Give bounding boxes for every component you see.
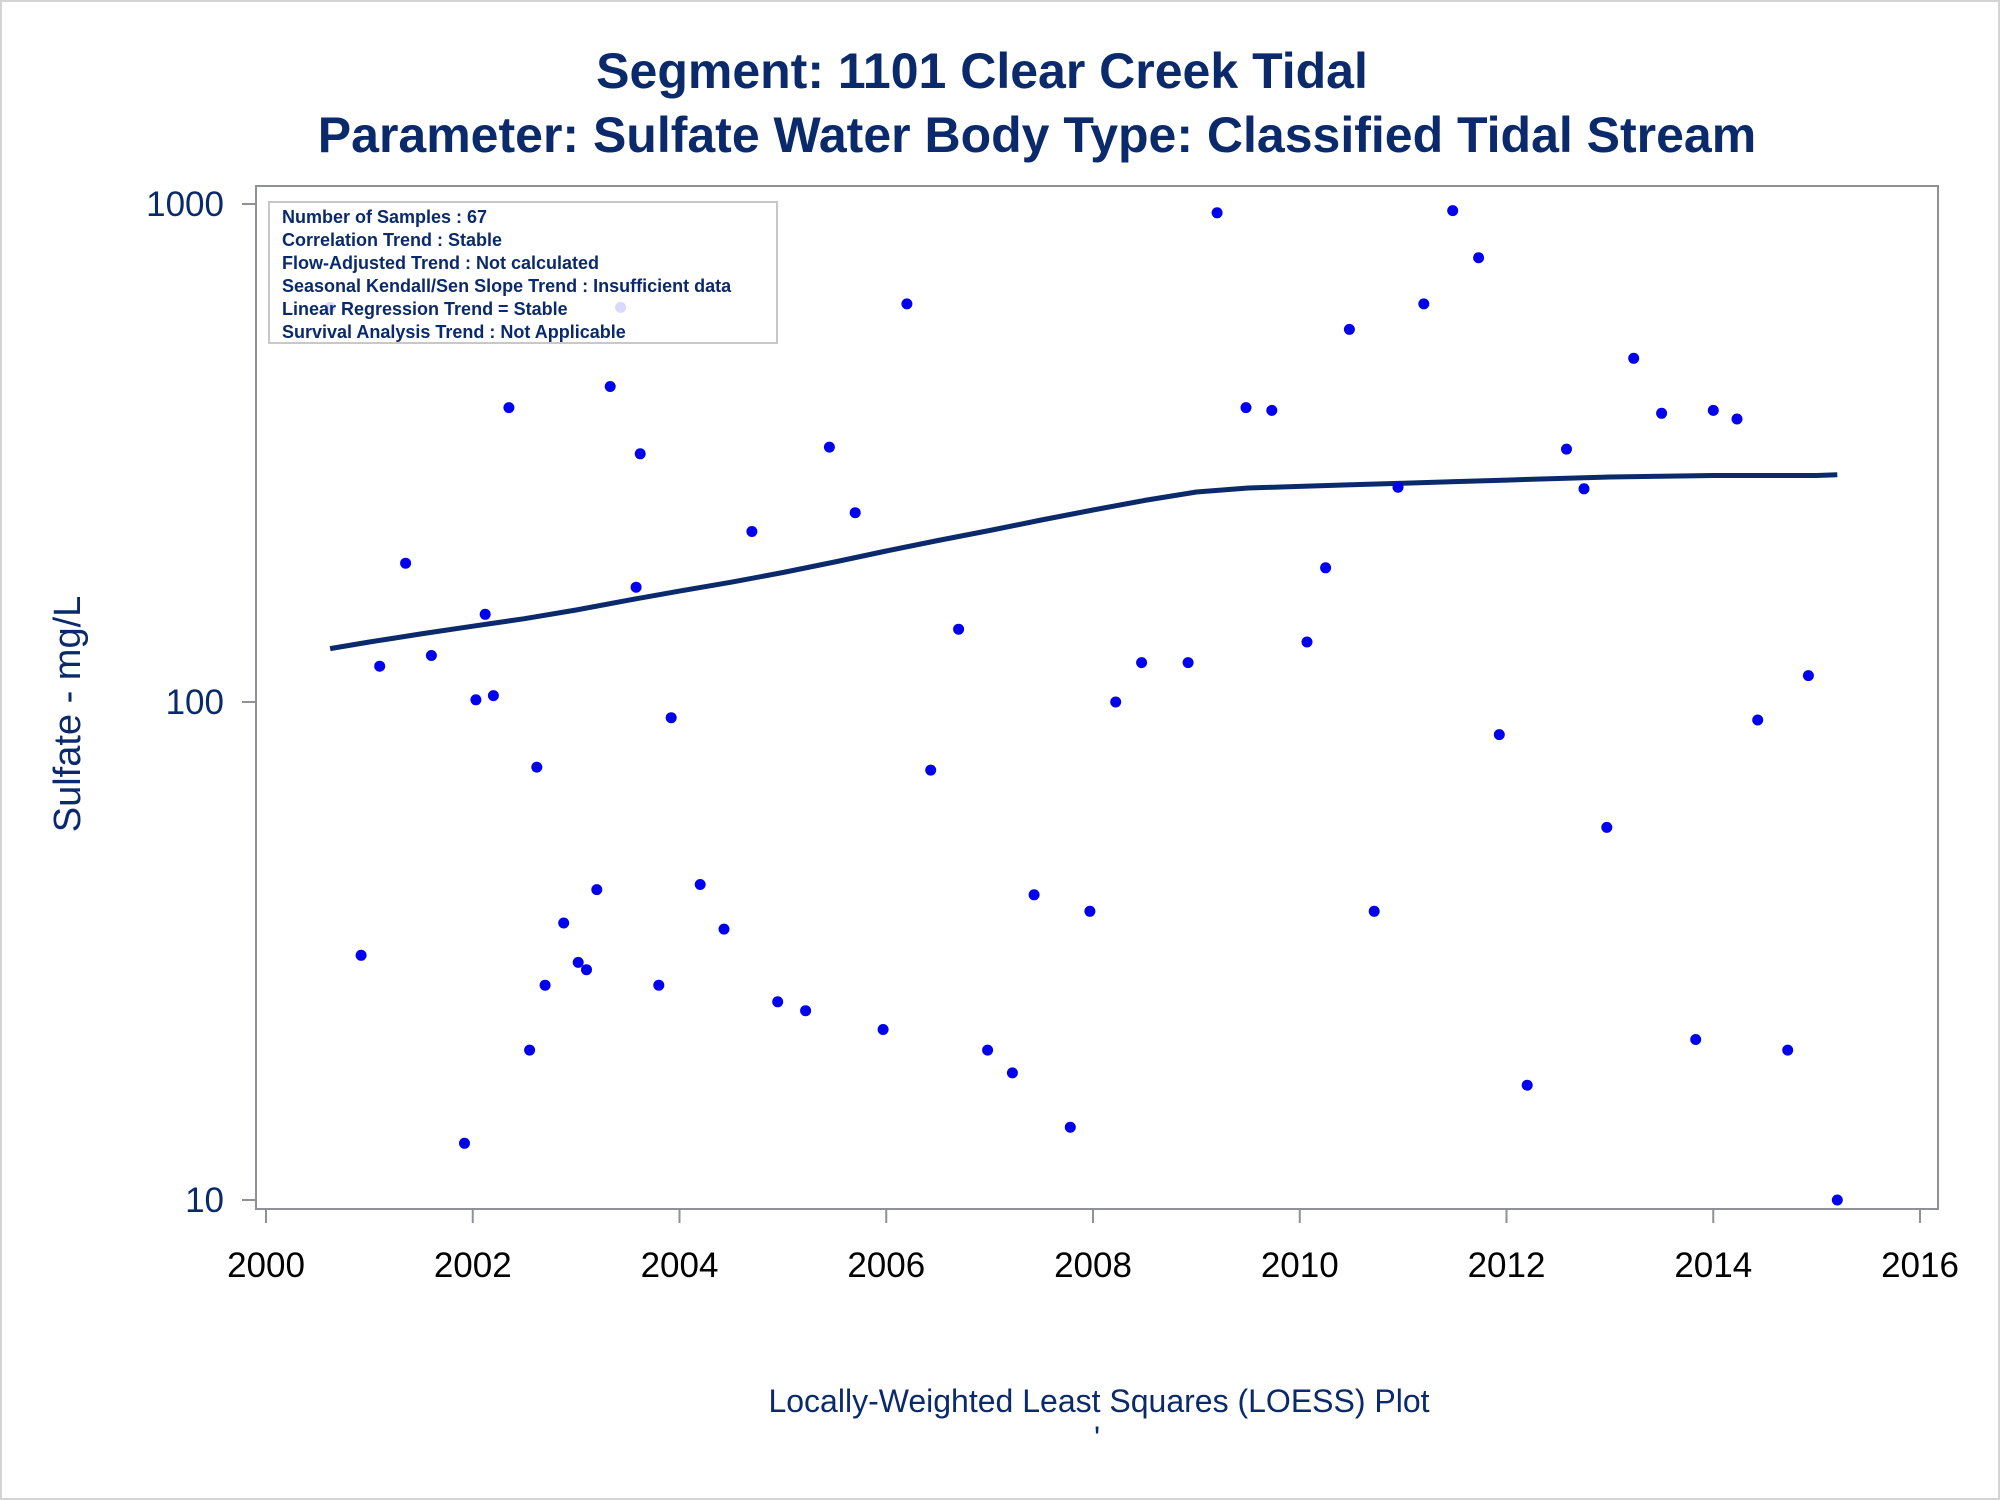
x-tick-label: 2016 — [1881, 1246, 1959, 1285]
data-point — [772, 996, 784, 1008]
stats-line: Linear Regression Trend = Stable — [282, 299, 568, 319]
data-point — [558, 917, 570, 929]
data-point — [459, 1137, 470, 1149]
stats-line: Flow-Adjusted Trend : Not calculated — [282, 253, 599, 273]
data-point — [1731, 413, 1743, 425]
y-axis-label: Sulfate - mg/L — [47, 596, 89, 833]
data-point — [718, 923, 730, 935]
data-point — [1601, 821, 1613, 833]
data-point — [1802, 670, 1814, 682]
stats-box — [268, 201, 778, 344]
data-point — [634, 448, 646, 460]
data-point — [1064, 1121, 1076, 1133]
data-point — [665, 712, 677, 724]
data-point — [355, 949, 367, 961]
data-points — [324, 205, 1843, 1206]
data-point — [982, 1044, 994, 1056]
data-point — [694, 879, 706, 890]
data-point — [470, 694, 482, 706]
data-point — [901, 298, 913, 310]
stats-line: Correlation Trend : Stable — [282, 230, 502, 250]
stats-lines: Number of Samples : 67 Correlation Trend … — [282, 207, 732, 342]
data-point — [823, 441, 835, 453]
data-point — [1110, 696, 1122, 708]
x-tick-label: 2002 — [434, 1246, 512, 1285]
stats-line: Survival Analysis Trend : Not Applicable — [282, 322, 626, 342]
data-point — [1578, 483, 1590, 495]
data-point — [604, 381, 616, 392]
data-point — [1831, 1194, 1843, 1206]
data-point — [1628, 352, 1640, 364]
data-point — [487, 690, 499, 702]
data-point — [1368, 905, 1380, 917]
data-point — [572, 956, 584, 968]
x-tick-label: 2012 — [1468, 1246, 1546, 1285]
stats-line: Number of Samples : 67 — [282, 207, 487, 227]
data-point — [1343, 323, 1355, 335]
data-point — [1182, 657, 1194, 669]
data-point — [849, 507, 861, 519]
data-point — [1473, 252, 1485, 264]
data-point — [1392, 481, 1404, 493]
data-point — [1521, 1079, 1533, 1091]
data-point — [877, 1024, 889, 1035]
data-point — [800, 1005, 812, 1017]
stats-line: Seasonal Kendall/Sen Slope Trend : Insuf… — [282, 276, 732, 296]
data-point — [1561, 443, 1572, 455]
data-point — [1084, 905, 1096, 917]
footnote: Locally-Weighted Least Squares (LOESS) P… — [768, 1383, 1429, 1419]
x-tick-label: 2014 — [1674, 1246, 1752, 1285]
y-axis: 10 100 1000 — [146, 185, 256, 1220]
data-point — [479, 608, 491, 620]
y-tick-label: 1000 — [146, 185, 224, 224]
plot-area — [255, 185, 1939, 1210]
data-point — [503, 402, 515, 414]
data-point — [374, 660, 386, 672]
data-point — [953, 623, 965, 635]
data-point — [1418, 298, 1430, 310]
y-tick-label: 10 — [185, 1181, 224, 1220]
data-point — [591, 884, 603, 896]
data-point — [1447, 205, 1459, 217]
data-point — [1320, 562, 1332, 574]
footnote-mark: ' — [1094, 1420, 1100, 1456]
data-point — [425, 650, 437, 661]
y-tick-label: 100 — [166, 683, 224, 722]
data-point — [581, 964, 592, 976]
x-tick-label: 2010 — [1261, 1246, 1339, 1285]
x-axis: 2000 2002 2004 2006 2008 2010 2012 2014 2016 — [227, 1209, 1959, 1285]
loess-curve — [329, 472, 1838, 652]
data-point — [1136, 657, 1148, 669]
data-point — [1690, 1034, 1702, 1045]
data-point — [1493, 729, 1505, 741]
data-point — [1266, 404, 1278, 416]
x-tick-label: 2008 — [1054, 1246, 1132, 1285]
data-point — [1240, 402, 1252, 414]
data-point — [1211, 207, 1223, 219]
data-point — [1006, 1067, 1018, 1079]
data-point — [1301, 636, 1313, 648]
data-point — [630, 581, 642, 593]
data-point — [746, 526, 758, 537]
data-point — [1656, 407, 1668, 419]
data-point — [1782, 1044, 1794, 1056]
data-point — [925, 764, 937, 776]
chart-subtitle: Parameter: Sulfate Water Body Type: Clas… — [318, 107, 1756, 163]
x-tick-label: 2006 — [847, 1246, 925, 1285]
chart-title: Segment: 1101 Clear Creek Tidal — [596, 43, 1368, 99]
data-point — [531, 761, 543, 773]
x-tick-label: 2004 — [641, 1246, 719, 1285]
data-point — [653, 979, 665, 991]
data-point — [400, 557, 412, 569]
data-point — [524, 1044, 536, 1056]
data-point — [1707, 404, 1719, 416]
data-point — [539, 979, 551, 991]
x-tick-label: 2000 — [227, 1246, 305, 1285]
data-point — [1028, 889, 1040, 901]
data-point — [1752, 714, 1764, 726]
